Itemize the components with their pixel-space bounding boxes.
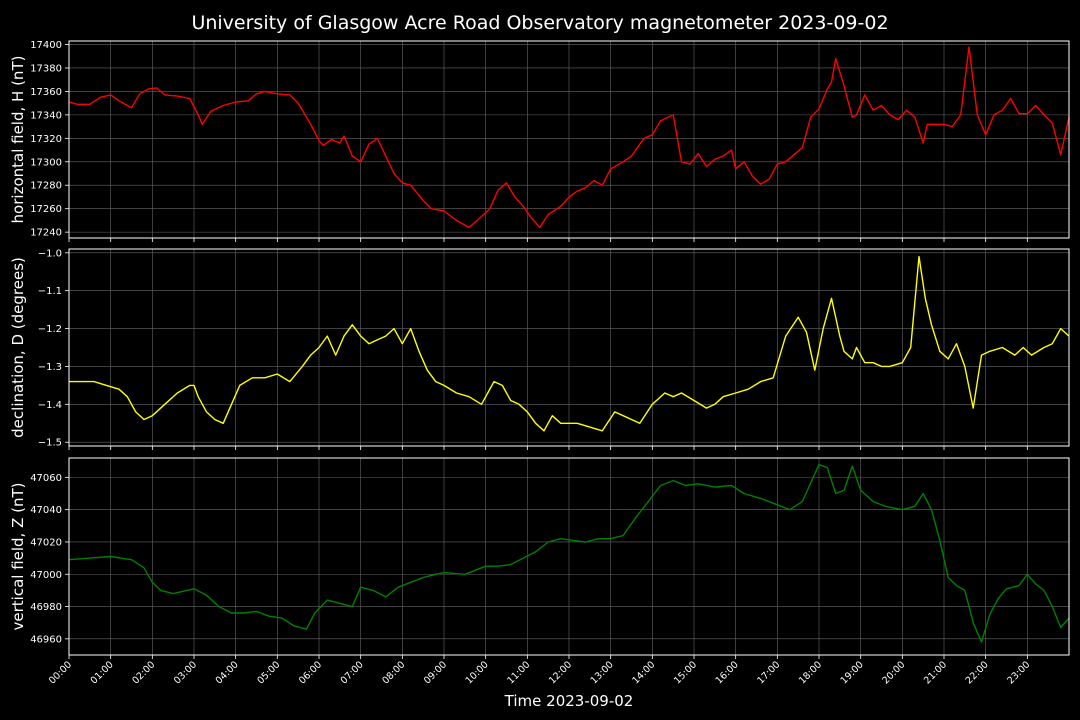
panel-1: 17240 17260 17280 17300 17320 17340 17360 17380… <box>9 40 1070 242</box>
y-tick-label: 17340 <box>30 110 62 121</box>
panel-frame <box>68 248 1070 447</box>
y-tick-label: 47000 <box>30 570 62 581</box>
y-tick-label: 47060 <box>30 473 62 484</box>
x-tick-label: 19:00 <box>839 659 866 686</box>
x-tick-label: 01:00 <box>89 659 116 686</box>
panel-2: −1.5 −1.4 −1.3 −1.2 −1.1 −1.0 declination, D (… <box>9 248 1070 450</box>
y-tick-label: 17240 <box>30 228 62 239</box>
x-tick-label: 20:00 <box>880 659 907 686</box>
panel-frame <box>68 457 1070 656</box>
x-tick-label: 02:00 <box>130 659 157 686</box>
y-tick-label: 17280 <box>30 181 62 192</box>
y-tick-label: 47020 <box>30 537 62 548</box>
y-tick-label: −1.0 <box>38 248 62 259</box>
series-line-3 <box>68 463 1070 643</box>
y-tick-label: −1.1 <box>38 286 62 297</box>
y-tick-label: 17300 <box>30 157 62 168</box>
x-tick-label: 17:00 <box>755 659 782 686</box>
x-tick-label: 23:00 <box>1005 659 1032 686</box>
y-tick-label: −1.4 <box>38 400 62 411</box>
y-tick-label: 17360 <box>30 87 62 98</box>
y-axis-label: horizontal field, H (nT) <box>9 56 27 224</box>
x-tick-label: 07:00 <box>339 659 366 686</box>
y-tick-label: 46960 <box>30 634 62 645</box>
y-tick-label: 17400 <box>30 40 62 51</box>
y-tick-label: 46980 <box>30 602 62 613</box>
y-tick-label: 17320 <box>30 134 62 145</box>
y-axis-label: declination, D (degrees) <box>9 257 27 438</box>
x-tick-label: 18:00 <box>797 659 824 686</box>
x-tick-label: 16:00 <box>714 659 741 686</box>
series-line-2 <box>69 255 1070 432</box>
series-line-1 <box>68 46 1070 229</box>
x-tick-label: 03:00 <box>172 659 199 686</box>
x-tick-label: 09:00 <box>422 659 449 686</box>
y-tick-label: −1.5 <box>38 438 62 449</box>
x-tick-label: 21:00 <box>922 659 949 686</box>
x-tick-label: 22:00 <box>964 659 991 686</box>
x-tick-label: 13:00 <box>589 659 616 686</box>
x-tick-label: 06:00 <box>297 659 324 686</box>
panel-frame <box>68 40 1070 239</box>
y-tick-label: 17380 <box>30 63 62 74</box>
x-tick-label: 05:00 <box>255 659 282 686</box>
chart-title: University of Glasgow Acre Road Observat… <box>191 12 888 34</box>
y-tick-label: 47040 <box>30 505 62 516</box>
y-axis-label: vertical field, Z (nT) <box>9 482 27 630</box>
x-tick-label: 14:00 <box>630 659 657 686</box>
x-tick-label: 11:00 <box>505 659 532 686</box>
x-tick-label: 10:00 <box>464 659 491 686</box>
x-tick-label: 04:00 <box>214 659 241 686</box>
x-tick-label: 15:00 <box>672 659 699 686</box>
y-tick-label: −1.2 <box>38 324 62 335</box>
y-tick-label: −1.3 <box>38 362 62 373</box>
x-tick-label: 12:00 <box>547 659 574 686</box>
panels: 17240 17260 17280 17300 17320 17340 17360 17380… <box>9 40 1070 686</box>
x-axis-label: Time 2023-09-02 <box>504 692 634 710</box>
x-tick-label: 08:00 <box>380 659 407 686</box>
y-tick-label: 17260 <box>30 204 62 215</box>
x-tick-label: 00:00 <box>47 659 74 686</box>
